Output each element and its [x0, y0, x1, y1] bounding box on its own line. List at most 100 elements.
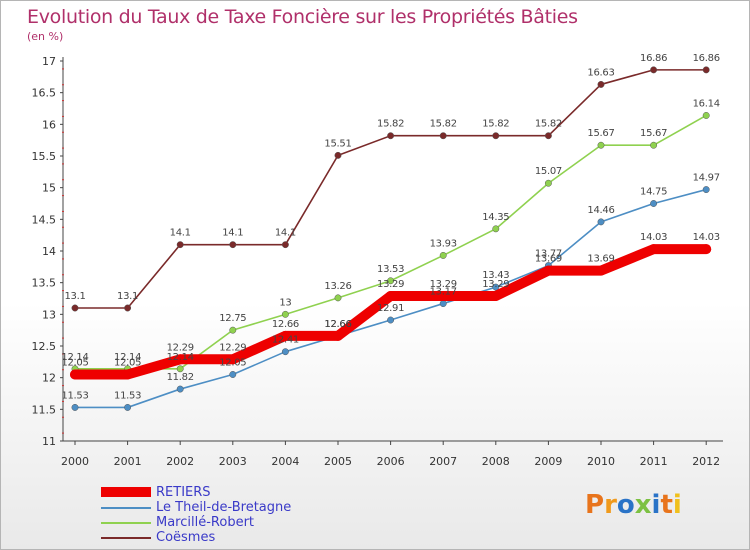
data-point — [650, 141, 658, 149]
legend-swatch — [101, 487, 151, 497]
y-tick-label: 12 — [42, 372, 56, 385]
y-tick-label: 16.5 — [32, 87, 57, 100]
proxiti-logo: Proxiti — [585, 490, 682, 520]
data-label: 16.63 — [587, 67, 614, 78]
data-point — [385, 290, 396, 301]
data-label: 13.26 — [324, 281, 351, 292]
data-point — [281, 348, 289, 356]
data-label: 13.29 — [377, 279, 404, 290]
x-tick-label: 2006 — [377, 455, 405, 468]
x-tick-label: 2002 — [166, 455, 194, 468]
y-axis-unit: (en %) — [27, 30, 64, 43]
data-point — [648, 244, 659, 255]
data-label: 13.1 — [117, 291, 138, 302]
legend-swatch — [101, 537, 151, 539]
legend-swatch — [101, 507, 151, 509]
x-tick-label: 2003 — [219, 455, 247, 468]
data-point — [492, 225, 500, 233]
data-point — [71, 304, 79, 312]
data-point — [175, 354, 186, 365]
x-tick-label: 2008 — [482, 455, 510, 468]
data-point — [544, 179, 552, 187]
logo-letter: i — [651, 490, 661, 520]
data-label: 15.82 — [535, 119, 562, 130]
data-point — [492, 283, 500, 291]
data-label: 13.17 — [430, 287, 457, 298]
x-tick-label: 2012 — [692, 455, 720, 468]
logo-letter: i — [672, 490, 682, 520]
data-label: 12.29 — [219, 342, 246, 353]
logo-letter: o — [616, 490, 635, 520]
x-tick-label: 2007 — [429, 455, 457, 468]
data-label: 13.77 — [535, 249, 562, 260]
data-point — [229, 241, 237, 249]
y-tick-label: 13 — [42, 308, 56, 321]
data-label: 12.66 — [324, 319, 351, 330]
logo-letter: x — [634, 490, 652, 520]
data-label: 14.46 — [587, 205, 614, 216]
data-point — [387, 316, 395, 324]
data-label: 12.05 — [61, 358, 88, 369]
data-point — [439, 300, 447, 308]
series-line — [74, 114, 708, 370]
data-label: 15.82 — [482, 119, 509, 130]
x-tick-label: 2011 — [640, 455, 668, 468]
data-label: 16.14 — [693, 98, 720, 109]
data-point — [702, 66, 710, 74]
data-label: 13.69 — [587, 254, 614, 265]
y-tick-label: 14 — [42, 245, 56, 258]
x-tick-label: 2005 — [324, 455, 352, 468]
data-point — [650, 66, 658, 74]
data-label: 15.67 — [640, 128, 667, 139]
data-point — [387, 132, 395, 140]
data-label: 12.14 — [61, 352, 88, 363]
data-point — [70, 369, 80, 380]
data-point — [227, 354, 238, 365]
y-tick-label: 14.5 — [32, 213, 57, 226]
data-label: 12.91 — [377, 303, 404, 314]
data-point — [543, 265, 554, 276]
x-tick-label: 2000 — [61, 455, 89, 468]
x-tick-label: 2010 — [587, 455, 615, 468]
y-tick-label: 13.5 — [32, 277, 57, 290]
data-point — [439, 251, 447, 259]
data-point — [544, 132, 552, 140]
legend-label: RETIERS — [156, 485, 211, 500]
data-label: 15.07 — [535, 166, 562, 177]
data-label: 13.29 — [482, 279, 509, 290]
data-point — [71, 403, 79, 411]
data-label: 15.51 — [324, 138, 351, 149]
data-point — [597, 218, 605, 226]
data-point — [438, 290, 449, 301]
chart-title: Evolution du Taux de Taxe Foncière sur l… — [27, 6, 578, 28]
data-label: 14.03 — [693, 232, 720, 243]
data-point — [387, 277, 395, 285]
data-point — [597, 141, 605, 149]
data-point — [124, 403, 132, 411]
data-point — [280, 330, 291, 341]
data-label: 13 — [279, 297, 291, 308]
x-tick-label: 2001 — [114, 455, 142, 468]
x-tick-label: 2009 — [534, 455, 562, 468]
data-label: 12.66 — [324, 319, 351, 330]
data-label: 15.67 — [587, 128, 614, 139]
data-label: 12.41 — [272, 335, 299, 346]
y-tick-label: 16 — [42, 118, 56, 131]
data-label: 13.29 — [430, 279, 457, 290]
data-label: 12.66 — [272, 319, 299, 330]
y-tick-label: 12.5 — [32, 340, 57, 353]
data-point — [229, 326, 237, 334]
data-label: 12.05 — [114, 358, 141, 369]
data-point — [702, 112, 710, 119]
data-label: 13.1 — [64, 291, 85, 302]
data-point — [701, 244, 712, 255]
data-point — [124, 304, 132, 312]
data-point — [176, 365, 184, 373]
legend-label: Marcillé-Robert — [156, 515, 255, 530]
data-label: 14.03 — [640, 232, 667, 243]
data-point — [650, 200, 658, 207]
legend-label: Le Theil-de-Bretagne — [156, 500, 292, 515]
data-point — [176, 241, 184, 249]
data-label: 15.82 — [430, 119, 457, 130]
